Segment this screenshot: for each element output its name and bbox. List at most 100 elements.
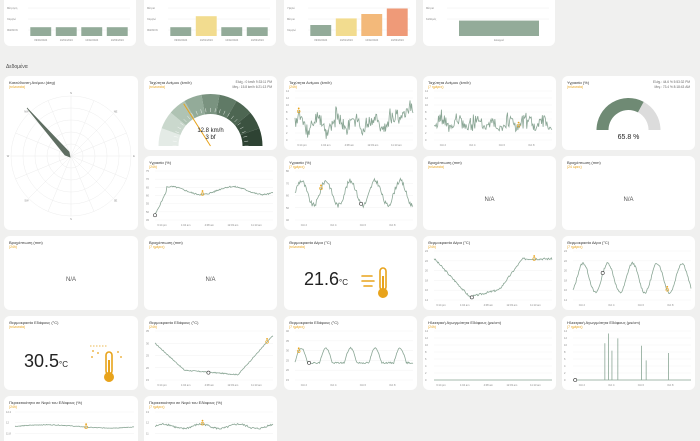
wind-thermometer-icon xyxy=(361,267,388,298)
tick-label: Oct 6 xyxy=(499,143,506,147)
tick-label: 11:13 am xyxy=(391,143,402,147)
wind-speed-24h-card: Ταχύτητα Ανέμου (km/h) (24h) 0 2 4 6 8 10 12 14… xyxy=(284,76,417,150)
max-marker xyxy=(265,340,269,344)
tick-label: 1:04 am xyxy=(181,383,190,387)
card-title: Βροχόπτωση (mm) xyxy=(567,160,601,165)
tick-label: 6 xyxy=(286,117,288,121)
tick-label: 12 xyxy=(564,336,567,340)
card-subtitle: (24h) xyxy=(149,325,157,329)
card-subtitle: (24h) xyxy=(428,325,436,329)
tick-label: 60 xyxy=(286,194,289,198)
tick-label: Μέτριο xyxy=(287,17,295,21)
tick-label: 12 xyxy=(425,96,428,100)
tick-label: 12:03 am xyxy=(367,143,378,147)
tick-label: 12:03 am xyxy=(506,303,517,307)
rose-spoke xyxy=(28,155,72,199)
tick-label: 4:08 am xyxy=(205,383,214,387)
gauge-fill xyxy=(596,97,644,130)
tick-label: 10/03/2024 xyxy=(391,38,405,42)
tick-label: Oct 4 xyxy=(330,383,337,387)
series-line xyxy=(154,185,274,216)
soil-water-24h-card: Περιεκτικότητα σε Νερό του Εδάφους (%) (… xyxy=(4,396,138,441)
card-title: Θερμοκρασία Αέρα (°C) xyxy=(289,240,332,245)
top-bar-card-2: Μέτρια Χαμηλό ΦΘΙΝΟΝ 09/30/2024 10/01/2024 10… xyxy=(144,0,276,46)
tick-label: 24 xyxy=(425,249,428,253)
card-title: Περιεκτικότητα σε Νερό του Εδάφους (%) xyxy=(149,400,223,405)
bar xyxy=(170,27,192,36)
rose-spoke xyxy=(70,155,127,180)
min-marker xyxy=(307,361,312,365)
tick-label: Oct 4 xyxy=(608,383,615,387)
gauge-tick xyxy=(241,131,246,134)
card-title: Υγρασία (%) xyxy=(289,160,312,165)
tick-label: 10 xyxy=(564,343,567,347)
tick-label: 11 xyxy=(146,431,149,435)
gauge-value: 65.8 % xyxy=(617,134,640,141)
tick-label: Χαμηλό xyxy=(7,17,16,21)
wind-rose: N NE E SE S SW W NW xyxy=(7,91,135,221)
tick-label: S xyxy=(70,217,72,221)
max-marker-dot xyxy=(533,255,536,257)
line-chart: 0 2 4 6 8 10 12 14 Oct 2 Oct 4 Oct 6 Oct 8 xyxy=(564,329,691,387)
bar xyxy=(335,18,357,36)
tick-label: 10 xyxy=(425,103,428,107)
card-subtitle: (24 ώρες) xyxy=(567,165,582,169)
max-stat: Μεγ.: 15.8 km/h 6:21:13 PM xyxy=(232,84,272,89)
tick-label: 14 xyxy=(425,329,428,333)
series-line xyxy=(294,177,414,209)
tick-label: 4:08 am xyxy=(484,383,493,387)
tick-label: SE xyxy=(114,199,118,203)
gauge-remainder xyxy=(638,101,661,130)
tick-label: Oct 4 xyxy=(608,303,615,307)
gauge-tick xyxy=(237,122,241,126)
wind-direction-card: Κατεύθυνση Ανέμου (deg) (τελευταία) N NE E… xyxy=(4,76,138,230)
line-chart: 45 50 55 60 65 70 75 6:14 pm 1:04 am 4:08 am 12:03… xyxy=(146,169,274,227)
tick-label: Oct 6 xyxy=(360,223,367,227)
card-subtitle: (7 ημέρες) xyxy=(289,325,305,329)
tick-label: 12 xyxy=(286,96,289,100)
temperature-unit: °C xyxy=(339,278,349,287)
max-marker-dot xyxy=(201,190,204,192)
bar-chart: Μέτρια Χαμηλό ΦΘΙΝΟΝ 09/30/2024 10/01/2024 10… xyxy=(147,6,270,42)
tick-label: NW xyxy=(24,109,29,113)
tick-label: 14 xyxy=(564,329,567,333)
min-marker xyxy=(206,370,211,375)
tick-label: 35 xyxy=(146,329,149,333)
tick-label: 30 xyxy=(146,341,149,345)
gauge-segment xyxy=(184,94,205,119)
card-subtitle: (7 ημέρες) xyxy=(149,245,165,249)
sun-thermometer-icon xyxy=(90,345,122,382)
tick-label: Oct 8 xyxy=(667,303,674,307)
bar xyxy=(459,20,539,36)
line-chart: 14 16 18 20 22 24 Oct 2 Oct 4 Oct 6 Oct 8 xyxy=(564,249,692,307)
line-chart: 0 2 4 6 8 10 12 14 Oct 2 Oct 4 Oct 6 Oct 8 xyxy=(425,89,553,147)
tick-label: 25 xyxy=(286,358,289,362)
tick-label: 14 xyxy=(564,298,567,302)
tick-label: 6 xyxy=(425,357,427,361)
tick-label: ΦΘΙΝΟΝ xyxy=(147,28,158,32)
tick-label: 16 xyxy=(564,288,567,292)
gauge-value: 12.8 km/h xyxy=(197,128,224,134)
tick-label: 10/03/2024 xyxy=(251,38,265,42)
card-title: Κατεύθυνση Ανέμου (deg) xyxy=(9,80,56,85)
max-marker xyxy=(84,425,88,429)
tick-label: 10/01/2024 xyxy=(340,38,354,42)
tick-label: 0 xyxy=(425,378,427,382)
tick-label: 09/30/2024 xyxy=(314,38,328,42)
tick-label: 45 xyxy=(146,218,149,222)
section-title: Δεδομένα xyxy=(6,64,28,70)
line-chart: 15 20 25 30 35 6:14 pm 1:04 am 4:08 am 12:03 am 1… xyxy=(146,329,274,387)
gauge-tick xyxy=(173,135,178,138)
tick-label: Υψηλό xyxy=(287,6,295,10)
gauge-needle xyxy=(183,103,211,147)
gauge-tick xyxy=(244,140,249,142)
max-marker-dot xyxy=(320,184,322,187)
gauge-segment xyxy=(240,128,263,146)
gauge-tick xyxy=(177,126,182,130)
bar xyxy=(55,27,77,36)
wind-direction-arrow xyxy=(26,107,71,158)
gauge-bf: 3 bf xyxy=(205,135,216,141)
gauge-segment xyxy=(161,112,186,136)
tick-label: 35 xyxy=(286,339,289,343)
tick-label: 2 xyxy=(286,131,288,135)
